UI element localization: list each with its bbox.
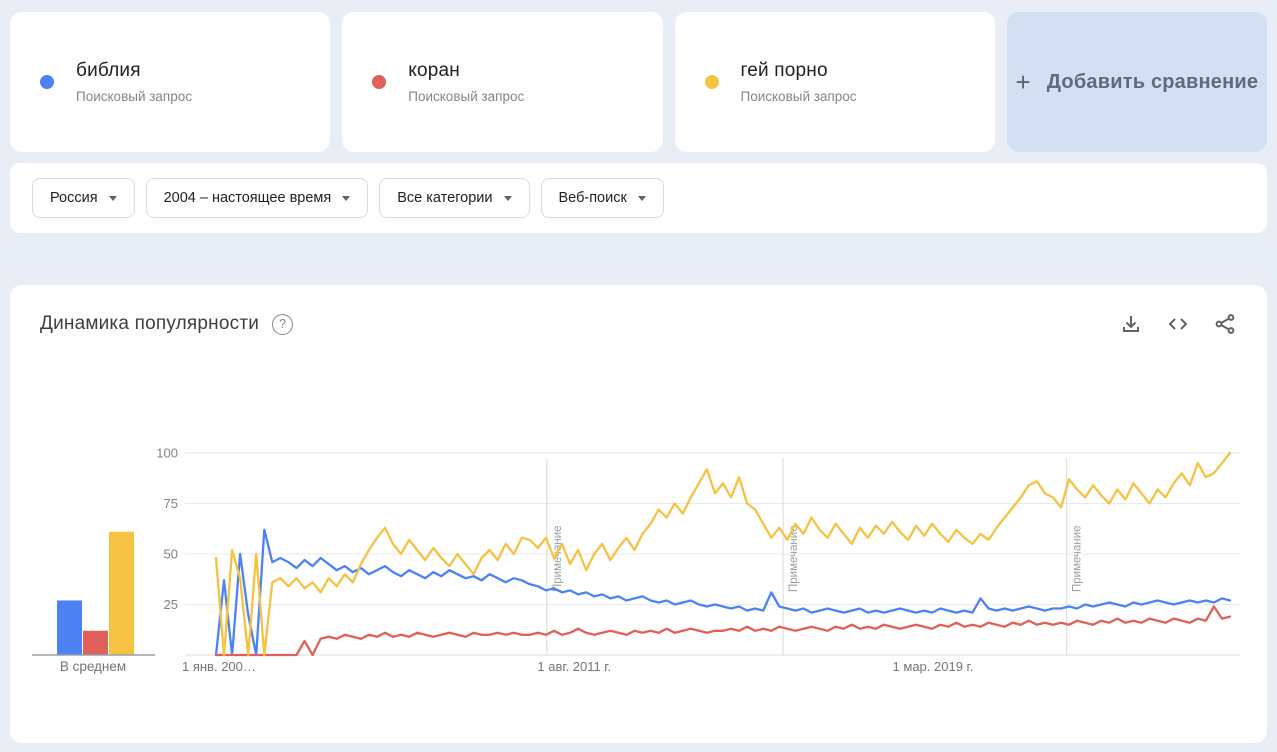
y-axis-tick-label: 100 — [156, 446, 178, 461]
filters-bar: Россия 2004 – настоящее время Все катего… — [10, 163, 1267, 233]
chevron-down-icon — [637, 195, 646, 201]
embed-code-icon — [1166, 312, 1190, 336]
series-line-гей порно — [214, 451, 1232, 657]
share-button[interactable] — [1213, 312, 1237, 336]
term-keyword-3: гей порно — [740, 60, 828, 81]
category-filter-value: Все категории — [397, 190, 493, 206]
x-axis-tick-label: 1 мар. 2019 г. — [893, 659, 974, 674]
term-type-label-1: Поисковый запрос — [76, 89, 193, 104]
series-color-dot-2 — [372, 75, 387, 89]
y-axis-tick-label: 50 — [164, 547, 178, 562]
chart-title: Динамика популярности — [40, 313, 260, 334]
annotation-label: Примечание — [788, 525, 800, 592]
add-comparison-button[interactable]: + Добавить сравнение — [1006, 12, 1267, 152]
series-line-коран — [214, 605, 1232, 657]
average-label: В среднем — [60, 659, 126, 674]
chevron-down-icon — [503, 195, 512, 201]
x-axis-tick-label: 1 авг. 2011 г. — [537, 659, 611, 674]
plus-icon: + — [1015, 67, 1031, 97]
chevron-down-icon — [108, 195, 117, 201]
embed-button[interactable] — [1166, 312, 1190, 336]
series-line-библия — [214, 528, 1232, 657]
term-card-1[interactable]: библия Поисковый запрос — [10, 12, 331, 152]
category-filter-dropdown[interactable]: Все категории — [379, 178, 530, 218]
series-color-dot-1 — [40, 75, 54, 89]
chart-card-header: Динамика популярности ? — [40, 309, 1237, 339]
y-axis-tick-label: 75 — [164, 496, 178, 511]
average-bar-гей порно — [109, 531, 134, 655]
time-range-filter-dropdown[interactable]: 2004 – настоящее время — [145, 178, 369, 218]
term-keyword-2: коран — [408, 60, 460, 81]
term-keyword-1: библия — [76, 60, 141, 81]
annotation-label: Примечание — [1072, 525, 1084, 592]
x-axis-tick-label: 1 янв. 200… — [182, 659, 256, 674]
average-bar-библия — [57, 600, 82, 655]
geo-filter-value: Россия — [50, 190, 98, 206]
download-button[interactable] — [1119, 312, 1143, 336]
help-icon[interactable]: ? — [272, 313, 294, 335]
share-icon — [1213, 312, 1237, 336]
add-comparison-label: Добавить сравнение — [1046, 70, 1259, 93]
comparison-terms-row: библия Поисковый запрос коран Поисковый … — [10, 12, 1267, 152]
term-type-label-3: Поисковый запрос — [740, 89, 857, 104]
chevron-down-icon — [342, 195, 351, 201]
geo-filter-dropdown[interactable]: Россия — [32, 178, 135, 218]
term-card-2[interactable]: коран Поисковый запрос — [342, 12, 663, 152]
term-card-3[interactable]: гей порно Поисковый запрос — [674, 12, 995, 152]
time-range-filter-value: 2004 – настоящее время — [163, 190, 332, 206]
search-type-filter-value: Веб-поиск — [558, 190, 627, 206]
search-type-filter-dropdown[interactable]: Веб-поиск — [540, 178, 664, 218]
y-axis-tick-label: 25 — [164, 597, 178, 612]
average-bar-коран — [83, 630, 108, 655]
series-color-dot-3 — [704, 75, 719, 89]
download-icon — [1119, 312, 1143, 336]
chart-toolbar — [1119, 312, 1237, 336]
interest-over-time-card: Динамика популярности ? — [10, 285, 1267, 743]
interest-over-time-chart[interactable]: 25 50 75 100 Примечание Примечание Примечание 1… — [10, 440, 1267, 685]
term-type-label-2: Поисковый запрос — [408, 89, 525, 104]
annotation-label: Примечание — [552, 525, 564, 592]
